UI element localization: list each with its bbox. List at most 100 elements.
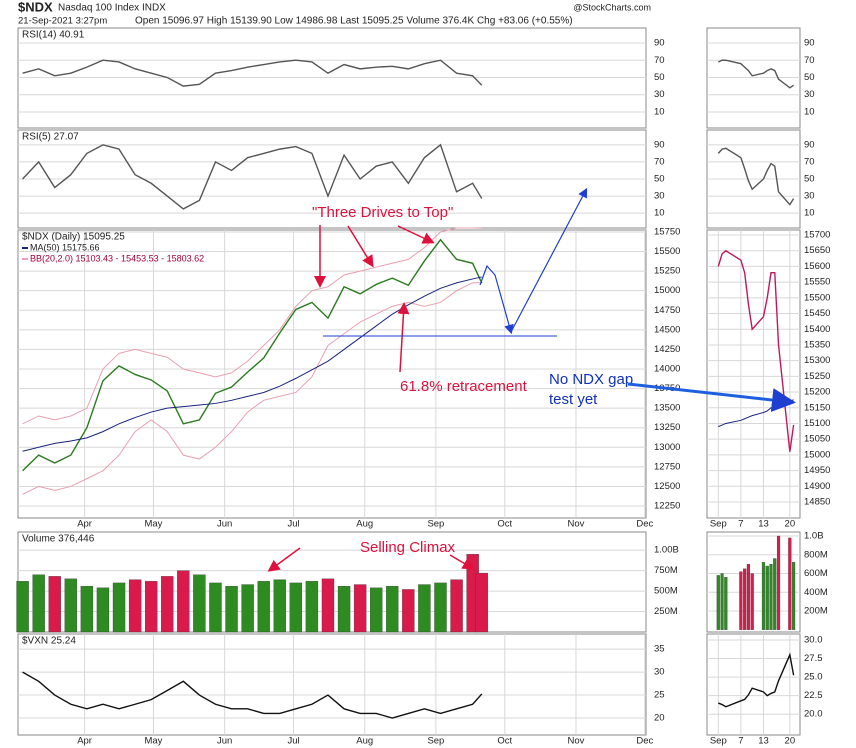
volume-bar: [769, 563, 773, 630]
y-tick-label: 15250: [654, 266, 680, 277]
x-tick-label: 13: [758, 519, 769, 530]
x-tick-label: Oct: [497, 736, 512, 747]
volume-bar: [750, 573, 754, 630]
y-tick-label: 15650: [804, 245, 830, 256]
x-tick-label: Apr: [77, 519, 92, 530]
volume-bar: [161, 576, 174, 633]
y-tick-label: 30: [654, 191, 665, 202]
y-tick-label: 90: [804, 139, 815, 150]
x-tick-label: Jun: [217, 519, 232, 530]
x-tick-label: Jul: [287, 519, 299, 530]
y-tick-label: 30: [804, 89, 815, 100]
y-tick-label: 400M: [804, 587, 828, 598]
volume-bar: [80, 586, 94, 633]
volume-bar: [273, 579, 286, 633]
panel: [706, 27, 801, 129]
series-line: [22, 143, 483, 210]
volume-bar: [177, 570, 190, 633]
arrow: [347, 225, 374, 268]
volume-bar: [724, 577, 728, 630]
x-tick-label: May: [144, 736, 162, 747]
y-tick-label: 600M: [804, 568, 828, 579]
series-line: [22, 276, 482, 452]
x-tick-label: May: [144, 519, 162, 530]
y-tick-label: 30: [654, 667, 665, 678]
volume-bar: [418, 584, 431, 633]
legend-title: $VXN 25.24: [22, 636, 76, 647]
y-tick-label: 15000: [804, 449, 830, 460]
y-tick-label: 750M: [654, 565, 678, 576]
volume-bar: [321, 578, 335, 633]
volume-bar: [450, 579, 463, 633]
y-tick-label: 70: [654, 156, 665, 167]
volume-bar: [746, 563, 750, 630]
volume-bar: [337, 586, 351, 633]
volume-bar: [739, 571, 743, 630]
y-tick-label: 15550: [804, 277, 830, 288]
y-tick-label: 15150: [804, 402, 830, 413]
y-tick-label: 22.5: [804, 690, 823, 701]
x-tick-label: 20: [785, 519, 796, 530]
y-tick-label: 1.00B: [654, 545, 679, 556]
series-line: [718, 59, 794, 89]
arrow: [510, 187, 588, 333]
y-tick-label: 25.0: [804, 672, 823, 683]
volume-bar: [743, 568, 747, 630]
volume-bar: [761, 562, 766, 630]
volume-bar: [32, 574, 45, 633]
x-tick-label: Oct: [497, 519, 512, 530]
annotation-arrows: [267, 187, 796, 572]
volume-bar: [257, 581, 270, 633]
y-tick-label: 25: [654, 690, 665, 701]
volume-bar: [773, 558, 777, 630]
legend-title: RSI(5) 27.07: [22, 132, 79, 143]
annotation: "Three Drives to Top": [312, 204, 453, 221]
y-tick-label: 15050: [804, 434, 830, 445]
volume-bar: [144, 581, 158, 633]
x-tick-label: Jun: [217, 736, 232, 747]
y-tick-label: 90: [654, 139, 665, 150]
x-tick-label: Sep: [427, 736, 444, 747]
y-tick-label: 13500: [654, 403, 680, 414]
legend-entry: BB(20,2.0) 15103.43 - 15453.53 - 15803.6…: [30, 253, 204, 263]
series-line: [22, 671, 483, 719]
series-line: [718, 652, 795, 708]
volume-bar: [64, 578, 77, 633]
y-tick-label: 70: [804, 55, 815, 66]
volume-bar: [305, 581, 319, 633]
series-line: [717, 147, 795, 206]
volume-bar: [475, 572, 489, 633]
y-tick-label: 35: [654, 644, 665, 655]
volume-bar: [193, 574, 206, 633]
annotation: Selling Climax: [360, 539, 456, 556]
annotation: No NDX gap: [549, 371, 633, 388]
y-tick-label: 250M: [654, 606, 678, 617]
x-tick-label: 20: [785, 736, 796, 747]
panel: [706, 633, 801, 736]
volume-bar: [434, 582, 447, 633]
y-tick-label: 15100: [804, 418, 830, 429]
y-tick-label: 800M: [804, 549, 828, 560]
y-tick-label: 12250: [654, 501, 680, 512]
volume-bar: [96, 587, 110, 633]
y-tick-label: 10: [804, 208, 815, 219]
y-tick-label: 10: [804, 106, 815, 117]
y-tick-label: 15700: [804, 230, 830, 241]
x-tick-label: Dec: [636, 736, 653, 747]
volume-bar: [128, 579, 142, 633]
annotation: 61.8% retracement: [400, 378, 528, 395]
volume-bar: [370, 587, 383, 633]
y-tick-label: 13250: [654, 422, 680, 433]
arrow: [479, 264, 514, 335]
x-tick-label: Sep: [710, 736, 727, 747]
x-tick-label: Aug: [356, 519, 373, 530]
volume-bar: [402, 589, 415, 633]
y-tick-label: 15600: [804, 261, 830, 272]
y-tick-label: 15500: [804, 292, 830, 303]
x-tick-label: Jul: [287, 736, 299, 747]
x-tick-label: Dec: [636, 519, 653, 530]
y-tick-label: 50: [654, 72, 665, 83]
volume-bar: [241, 584, 254, 633]
arrow: [267, 547, 301, 572]
